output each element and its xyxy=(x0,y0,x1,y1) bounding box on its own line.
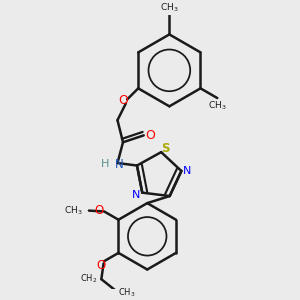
Text: O: O xyxy=(94,204,103,217)
Text: CH$_3$: CH$_3$ xyxy=(64,204,83,217)
Text: O: O xyxy=(146,129,156,142)
Text: N: N xyxy=(183,166,192,176)
Text: CH$_3$: CH$_3$ xyxy=(118,287,136,299)
Text: CH$_3$: CH$_3$ xyxy=(208,99,226,112)
Text: O: O xyxy=(118,94,128,107)
Text: O: O xyxy=(97,259,106,272)
Text: N: N xyxy=(115,158,124,171)
Text: CH$_2$: CH$_2$ xyxy=(80,273,97,285)
Text: N: N xyxy=(132,190,140,200)
Text: S: S xyxy=(161,142,169,155)
Text: CH$_3$: CH$_3$ xyxy=(160,1,179,14)
Text: H: H xyxy=(101,159,110,170)
